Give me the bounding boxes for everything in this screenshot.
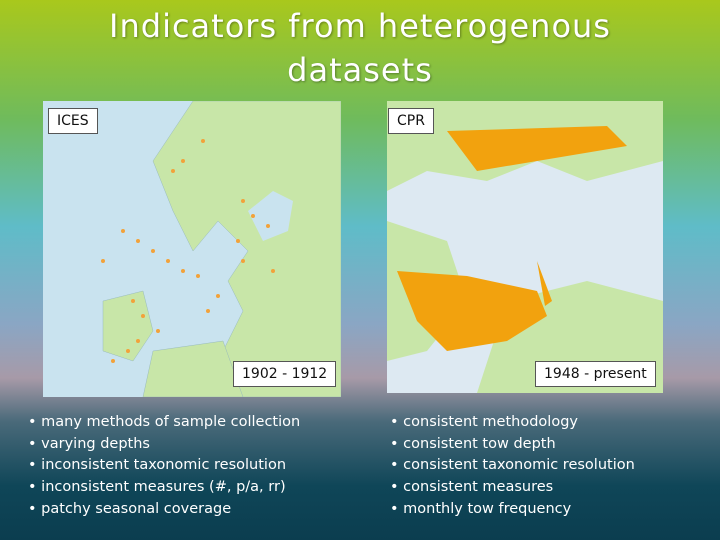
bullet: inconsistent measures (#, p/a, rr) [28, 477, 300, 499]
panel-label: CPR [388, 108, 434, 134]
bullet: consistent measures [390, 477, 635, 499]
bullet: varying depths [28, 434, 300, 456]
map-ices [43, 101, 341, 397]
bullet: patchy seasonal coverage [28, 499, 300, 521]
map-cpr [387, 101, 663, 393]
bullet: inconsistent taxonomic resolution [28, 455, 300, 477]
panel-period: 1948 - present [535, 361, 656, 387]
bullet-list: consistent methodologyconsistent tow dep… [390, 412, 635, 521]
panel-label: ICES [48, 108, 98, 134]
bullet: consistent taxonomic resolution [390, 455, 635, 477]
bullet: consistent tow depth [390, 434, 635, 456]
title: Indicators from heterogenous datasets [109, 7, 611, 89]
bullet-list: many methods of sample collectionvarying… [28, 412, 300, 521]
panel-period: 1902 - 1912 [233, 361, 337, 387]
bullet: many methods of sample collection [28, 412, 300, 434]
bullet: monthly tow frequency [390, 499, 635, 521]
bullet: consistent methodology [390, 412, 635, 434]
